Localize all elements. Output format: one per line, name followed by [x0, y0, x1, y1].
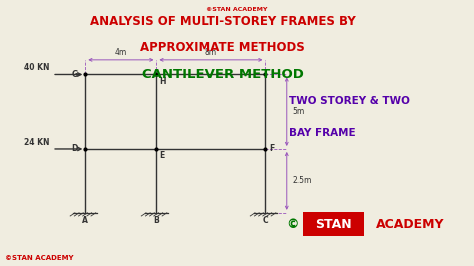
Text: ©: ©: [286, 218, 299, 231]
Text: 40 KN: 40 KN: [24, 63, 50, 72]
Text: ACADEMY: ACADEMY: [376, 218, 444, 231]
Text: 2.5m: 2.5m: [292, 176, 312, 185]
Text: D: D: [72, 144, 78, 153]
Text: BAY FRAME: BAY FRAME: [289, 128, 356, 138]
Text: C: C: [263, 216, 268, 225]
Text: 24 KN: 24 KN: [24, 138, 50, 147]
Text: F: F: [269, 144, 275, 153]
Text: E: E: [159, 151, 165, 160]
FancyBboxPatch shape: [303, 212, 364, 236]
Text: TWO STOREY & TWO: TWO STOREY & TWO: [289, 96, 410, 106]
Text: 8m: 8m: [205, 48, 217, 57]
Text: I: I: [271, 70, 273, 79]
Text: A: A: [82, 216, 88, 225]
Text: H: H: [159, 77, 165, 86]
Text: 5m: 5m: [292, 107, 305, 116]
Text: B: B: [154, 216, 159, 225]
Text: ANALYSIS OF MULTI-STOREY FRAMES BY: ANALYSIS OF MULTI-STOREY FRAMES BY: [90, 15, 356, 28]
Text: ©STAN ACADEMY: ©STAN ACADEMY: [5, 255, 73, 261]
Text: CANTILEVER METHOD: CANTILEVER METHOD: [142, 68, 304, 81]
Text: 4m: 4m: [115, 48, 127, 57]
Text: G: G: [72, 70, 78, 79]
Text: APPROXIMATE METHODS: APPROXIMATE METHODS: [140, 41, 305, 54]
Text: STAN: STAN: [315, 218, 352, 231]
Text: ©STAN ACADEMY: ©STAN ACADEMY: [206, 7, 268, 12]
